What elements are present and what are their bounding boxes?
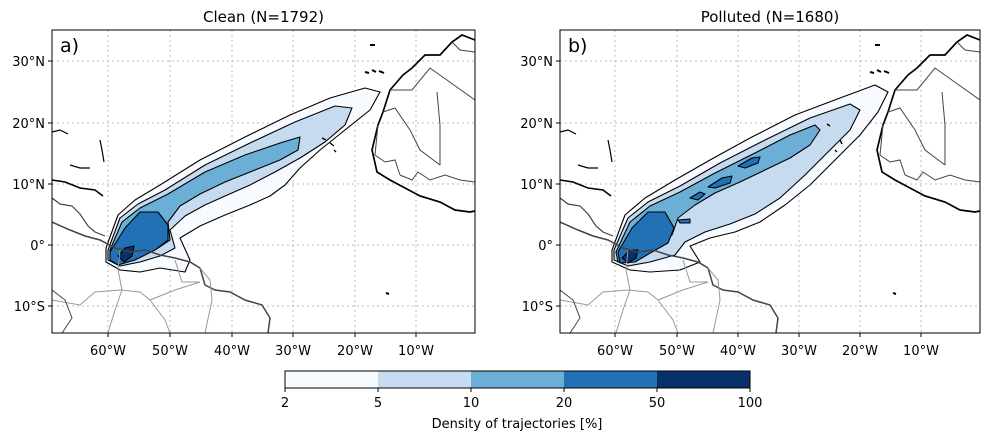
- panel-b-lat-tick: 0°: [538, 239, 553, 254]
- colorbar-tick-label: 100: [738, 396, 763, 411]
- panel-b-lat-tick: 30°N: [520, 55, 553, 70]
- panel-b-lat-tick: 20°N: [520, 117, 553, 132]
- panel-a-lon-tick: 10°W: [398, 344, 434, 359]
- panel-a-lon-tick: 60°W: [90, 344, 126, 359]
- colorbar-segment-2-5: [285, 371, 378, 388]
- panel-b-lat-tick: 10°N: [520, 178, 553, 193]
- panel-b-lon-tick: 40°W: [720, 344, 756, 359]
- panel-a-lat-tick: 10°S: [14, 300, 45, 315]
- panel-a-lon-tick: 30°W: [275, 344, 311, 359]
- panel-b-label: b): [568, 35, 587, 57]
- colorbar-tick-label: 5: [374, 396, 382, 411]
- panel-b-map-content: [560, 30, 980, 333]
- panel-a-lat-tick: 20°N: [12, 117, 45, 132]
- colorbar-tick-label: 10: [463, 396, 480, 411]
- panel-b-coastlines: [560, 34, 980, 333]
- panel-b-title: Polluted (N=1680): [700, 8, 840, 26]
- colorbar-label: Density of trajectories [%]: [432, 417, 603, 432]
- panel-b-contour-20pct-streak-4: [677, 218, 691, 224]
- colorbar-segment-10-20: [471, 371, 564, 388]
- panel-a-lon-tick: 20°W: [337, 344, 373, 359]
- panel-b-lon-tick: 10°W: [903, 344, 939, 359]
- colorbar-tick-label: 20: [556, 396, 573, 411]
- panel-a-lon-tick: 40°W: [214, 344, 250, 359]
- panel-b-lon-tick: 50°W: [659, 344, 695, 359]
- panel-a-lat-tick: 0°: [30, 239, 45, 254]
- panel-a-lat-tick: 10°N: [12, 178, 45, 193]
- panel-b-lon-tick: 20°W: [842, 344, 878, 359]
- colorbar-tick-label: 2: [281, 396, 289, 411]
- panel-a-label: a): [60, 35, 79, 57]
- colorbar-tick-label: 50: [649, 396, 666, 411]
- panel-b-lon-tick: 60°W: [597, 344, 633, 359]
- panel-b-density-contours: [611, 84, 889, 273]
- axis-tick-marks: [48, 60, 922, 337]
- panel-b-lat-tick: 10°S: [522, 300, 553, 315]
- panel-a-title: Clean (N=1792): [202, 8, 324, 26]
- panel-a-gridlines: [52, 30, 475, 333]
- panel-b-contour-20pct-streak-3: [689, 191, 706, 201]
- panel-b-contour-20pct-streak-1: [707, 175, 733, 189]
- colorbar-segment-20-50: [564, 371, 657, 388]
- panel-a-lat-tick: 30°N: [12, 55, 45, 70]
- panel-b-contour-20pct-streak-2: [737, 156, 761, 169]
- panel-a-density-contours: [105, 87, 381, 273]
- colorbar-segment-50-100: [657, 371, 750, 388]
- panel-b-frame: [559, 29, 981, 334]
- panel-a-lon-tick: 50°W: [152, 344, 188, 359]
- panel-a-map-content: [52, 30, 475, 333]
- colorbar-frame: [284, 370, 751, 389]
- panel-a-coastlines: [52, 34, 475, 333]
- colorbar: 2 5 10 20 50 100 Density of trajectories…: [281, 370, 763, 432]
- panel-a-frame: [51, 29, 476, 334]
- panel-b-lon-tick: 30°W: [781, 344, 817, 359]
- colorbar-segment-5-10: [378, 371, 471, 388]
